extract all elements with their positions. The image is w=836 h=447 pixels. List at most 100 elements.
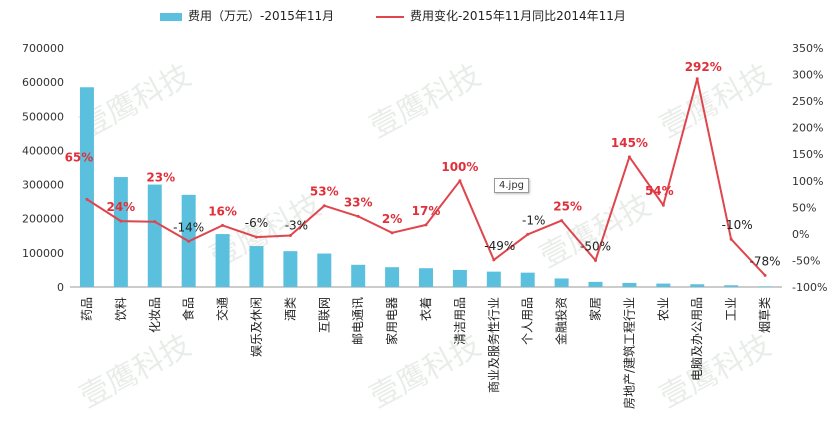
data-labels: 65% 24% 23% -14% 16% -6% -3% 53% 33% 2% 17% 100% -49… bbox=[65, 60, 781, 269]
bar-20 bbox=[758, 286, 773, 287]
data-label-20: -78% bbox=[750, 254, 781, 268]
y2-axis-tick-label: 100% bbox=[792, 175, 823, 188]
legend-line-swatch bbox=[375, 15, 404, 18]
bar-15 bbox=[588, 281, 603, 287]
category-label-3: 食品 bbox=[181, 297, 196, 321]
bar-19 bbox=[724, 285, 739, 287]
y2-axis-tick-label: 0% bbox=[792, 228, 809, 241]
bar-9 bbox=[385, 267, 400, 287]
line-point-19 bbox=[729, 237, 733, 241]
y-axis-tick-label: 700000 bbox=[22, 42, 64, 55]
y-axis-tick-label: 400000 bbox=[22, 144, 64, 157]
data-label-15: -50% bbox=[580, 239, 611, 253]
data-label-13: -1% bbox=[522, 213, 545, 227]
bar-17 bbox=[656, 283, 671, 287]
bar-4 bbox=[215, 234, 230, 287]
category-label-8: 邮电通讯 bbox=[351, 297, 365, 345]
line-point-1 bbox=[119, 219, 123, 223]
category-label-16: 房地产/建筑工程行业 bbox=[621, 297, 636, 409]
category-label-20: 烟草类 bbox=[758, 297, 772, 333]
bar-2 bbox=[147, 184, 162, 287]
image-filename-tag: 4.jpg bbox=[494, 178, 530, 193]
bar-6 bbox=[283, 251, 298, 287]
line-point-3 bbox=[187, 239, 191, 243]
category-label-19: 工业 bbox=[724, 297, 738, 321]
y2-axis-tick-label: 200% bbox=[792, 122, 823, 135]
legend-bar-swatch bbox=[160, 12, 182, 21]
y-axis-tick-label: 200000 bbox=[22, 213, 64, 226]
line-point-9 bbox=[390, 231, 394, 235]
y2-axis-tick-label: -100% bbox=[792, 281, 827, 294]
watermark-text: 壹鹰科技 bbox=[364, 58, 486, 145]
bar-0 bbox=[79, 87, 94, 287]
line-point-17 bbox=[661, 203, 665, 207]
data-label-18: 292% bbox=[685, 60, 722, 74]
y-axis-tick-label: 600000 bbox=[22, 76, 64, 89]
line-point-20 bbox=[763, 273, 767, 277]
line-point-18 bbox=[695, 77, 699, 81]
category-label-10: 衣着 bbox=[418, 297, 433, 321]
line-point-12 bbox=[492, 258, 496, 262]
data-label-10: 17% bbox=[412, 204, 441, 218]
category-label-2: 化妆品 bbox=[148, 297, 162, 333]
category-label-18: 电脑及办公用品 bbox=[689, 297, 704, 381]
category-label-12: 商业及服务性行业 bbox=[486, 297, 501, 393]
category-label-5: 娱乐及休闲 bbox=[249, 297, 263, 357]
watermark-text: 壹鹰科技 bbox=[654, 328, 776, 415]
data-label-14: 25% bbox=[553, 200, 582, 214]
legend-bar-label: 费用（万元）-2015年11月 bbox=[188, 9, 335, 23]
y-axis-tick-label: 300000 bbox=[22, 179, 64, 192]
category-label-14: 金融投资 bbox=[554, 297, 569, 345]
y-axis-tick-label: 100000 bbox=[22, 247, 64, 260]
line-series bbox=[85, 77, 767, 277]
bar-1 bbox=[113, 177, 128, 287]
category-label-11: 清洁用品 bbox=[453, 297, 467, 345]
line-point-2 bbox=[153, 220, 157, 224]
data-label-3: -14% bbox=[173, 220, 204, 234]
data-label-1: 24% bbox=[106, 200, 135, 214]
bar-16 bbox=[622, 282, 637, 287]
line-point-14 bbox=[560, 219, 564, 223]
data-label-6: -3% bbox=[285, 218, 308, 232]
bar-13 bbox=[520, 272, 535, 287]
y2-axis-tick-label: -50% bbox=[792, 254, 820, 267]
data-label-2: 23% bbox=[146, 171, 175, 185]
legend-line-item: 费用变化-2015年11月同比2014年11月 bbox=[375, 7, 626, 24]
y2-axis-tick-label: 50% bbox=[792, 201, 816, 214]
data-label-17: 54% bbox=[645, 184, 674, 198]
data-label-16: 145% bbox=[611, 136, 648, 150]
watermark-text: 壹鹰科技 bbox=[74, 328, 196, 415]
bar-series bbox=[79, 87, 773, 287]
line-point-16 bbox=[627, 155, 631, 159]
category-label-15: 家居 bbox=[588, 297, 603, 321]
line-point-13 bbox=[526, 232, 530, 236]
y2-axis-tick-label: 250% bbox=[792, 95, 823, 108]
chart-legend: 费用（万元）-2015年11月 费用变化-2015年11月同比2014年11月 bbox=[160, 7, 664, 24]
y2-axis-tick-label: 300% bbox=[792, 69, 823, 82]
y2-axis-tick-label: 350% bbox=[792, 42, 823, 55]
line-point-8 bbox=[356, 214, 360, 218]
bar-8 bbox=[351, 264, 366, 287]
data-label-4: 16% bbox=[208, 204, 237, 218]
y-axis-tick-label: 0 bbox=[57, 281, 64, 294]
line-point-11 bbox=[458, 179, 462, 183]
data-label-11: 100% bbox=[441, 160, 478, 174]
line-point-6 bbox=[288, 233, 292, 237]
data-label-9: 2% bbox=[382, 212, 402, 226]
category-label-9: 家用电器 bbox=[384, 297, 399, 345]
data-label-0: 65% bbox=[65, 150, 94, 164]
data-label-7: 53% bbox=[310, 185, 339, 199]
bar-14 bbox=[554, 278, 569, 287]
legend-bar-item: 费用（万元）-2015年11月 bbox=[160, 7, 334, 24]
bar-7 bbox=[317, 253, 332, 287]
category-label-13: 个人用品 bbox=[521, 297, 535, 345]
data-label-8: 33% bbox=[344, 195, 373, 209]
category-label-7: 互联网 bbox=[317, 297, 331, 333]
category-label-0: 药品 bbox=[80, 297, 94, 321]
bar-10 bbox=[419, 268, 433, 287]
data-label-12: -49% bbox=[484, 239, 515, 253]
line-point-10 bbox=[424, 223, 428, 227]
line-point-7 bbox=[322, 204, 326, 208]
line-point-0 bbox=[85, 197, 89, 201]
legend-line-label: 费用变化-2015年11月同比2014年11月 bbox=[409, 9, 626, 23]
